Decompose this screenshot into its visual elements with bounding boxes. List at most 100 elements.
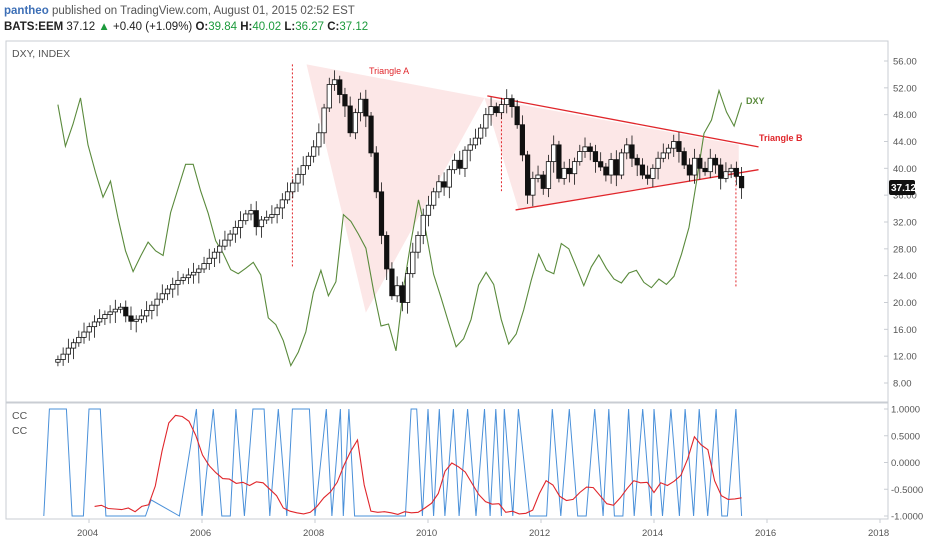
cc-y-tick-label: 0.0000: [891, 458, 920, 469]
candle: [436, 181, 442, 193]
candle: [634, 157, 640, 166]
candle: [264, 216, 270, 221]
triangle-b-lower-line: [515, 169, 759, 211]
candle: [728, 167, 734, 173]
low-value: 36.27: [295, 21, 324, 33]
chart-canvas[interactable]: 56.00 52.00 48.00 44.00 40.00 36.00 32.00 28.00…: [0, 38, 932, 550]
candle: [175, 279, 181, 285]
candle: [337, 79, 343, 95]
candle: [420, 214, 426, 236]
candle: [154, 298, 160, 306]
candle: [258, 219, 265, 228]
y-tick-label: 12.00: [893, 352, 917, 363]
candle: [347, 105, 353, 134]
candle: [65, 347, 71, 355]
candle: [389, 268, 395, 297]
publish-header: pantheo published on TradingView.com, Au…: [4, 4, 355, 18]
candle: [697, 157, 703, 169]
candle: [504, 98, 510, 106]
candle: [571, 161, 578, 175]
quote-bar: BATS:EEM 37.12 ▲ +0.40 (+1.09%) O:39.84 …: [4, 20, 368, 34]
candle: [431, 191, 437, 206]
cc-pane: [43, 408, 743, 517]
close-key: C:: [327, 21, 340, 33]
candle: [540, 174, 546, 189]
candle: [702, 167, 708, 173]
candle: [358, 98, 364, 114]
candle: [128, 315, 134, 322]
candle: [373, 152, 379, 193]
candle: [274, 207, 280, 216]
last-price: 37.12: [66, 21, 96, 33]
annotation-triangle-a: Triangle A: [369, 66, 409, 76]
cc-y-tick-label: 0.5000: [891, 431, 920, 442]
candle: [525, 154, 531, 196]
y-tick-label: 56.00: [893, 57, 917, 68]
candle: [378, 191, 385, 236]
publish-info: published on TradingView.com, August 01,…: [51, 5, 355, 17]
main-pane-title: DXY, INDEX: [12, 48, 70, 60]
candle: [498, 104, 505, 114]
dxy-series-line: [57, 88, 743, 368]
candle: [384, 235, 390, 270]
y-tick-label: 20.00: [893, 298, 917, 309]
cc-pane-subtitle: CC: [12, 425, 28, 437]
candle: [243, 213, 249, 222]
candle: [577, 151, 583, 163]
candle: [201, 263, 207, 270]
candle: [97, 318, 103, 323]
close-value: 37.12: [339, 21, 369, 33]
candle: [655, 157, 661, 169]
cc-pane-frame: [5, 402, 889, 520]
annotation-dxy: DXY: [746, 96, 765, 106]
candle: [493, 106, 499, 114]
candle: [488, 106, 494, 116]
candle: [404, 273, 411, 303]
candle: [718, 164, 724, 179]
candle: [70, 342, 77, 349]
candle: [613, 159, 619, 176]
y-tick-label: 24.00: [893, 271, 917, 282]
candle: [446, 169, 452, 188]
candle: [603, 166, 609, 176]
x-tick-label: 2008: [303, 528, 324, 539]
candle: [629, 144, 635, 159]
y-tick-label: 44.00: [893, 137, 917, 148]
candle: [91, 321, 98, 328]
candle: [55, 359, 61, 363]
candle: [723, 171, 729, 179]
annotation-triangle-b: Triangle B: [759, 133, 803, 143]
candle: [707, 157, 713, 173]
candle: [248, 210, 254, 215]
candle: [133, 318, 139, 322]
cc-pane-title: CC: [12, 410, 28, 422]
candle: [399, 285, 405, 303]
candle: [206, 257, 212, 264]
candle: [196, 268, 202, 273]
symbol-name[interactable]: BATS:EEM: [4, 21, 64, 33]
candle: [425, 204, 432, 216]
candle: [676, 141, 682, 152]
candle: [269, 214, 275, 218]
candle: [608, 159, 614, 176]
candle: [363, 98, 369, 117]
candle: [457, 159, 463, 169]
candle: [592, 151, 599, 163]
candle: [149, 304, 155, 311]
candle: [660, 152, 666, 159]
candle: [519, 124, 525, 156]
candle: [316, 132, 322, 148]
candle: [394, 285, 400, 297]
author-link[interactable]: pantheo: [4, 5, 49, 17]
candle: [530, 177, 536, 196]
candle: [86, 326, 92, 333]
candle: [738, 175, 745, 189]
candle: [478, 127, 484, 139]
candle: [665, 147, 672, 154]
candle: [415, 235, 421, 253]
candle: [692, 157, 698, 176]
axes: 56.00 52.00 48.00 44.00 40.00 36.00 32.00 28.00…: [77, 57, 923, 540]
candle: [462, 149, 468, 169]
high-value: 40.02: [252, 21, 282, 33]
x-tick-label: 2016: [755, 528, 776, 539]
